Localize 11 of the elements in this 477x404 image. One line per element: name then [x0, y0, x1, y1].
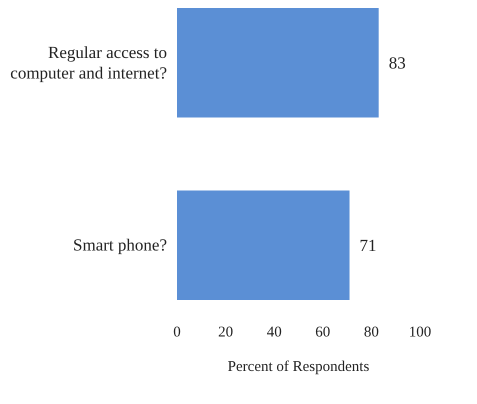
data-label: 71	[360, 236, 377, 256]
y-tick-label: Smart phone?	[73, 236, 167, 255]
y-tick-label: Regular access to computer and internet?	[10, 42, 167, 82]
x-tick-label: 40	[266, 324, 282, 341]
x-tick-label: 20	[218, 324, 234, 341]
x-tick-label: 60	[315, 324, 330, 341]
x-tick-label: 0	[173, 324, 181, 341]
x-axis-title: Percent of Respondents	[228, 359, 370, 375]
x-tick-label: 100	[408, 324, 432, 341]
x-tick-label: 80	[364, 324, 379, 341]
data-label: 83	[388, 54, 406, 73]
